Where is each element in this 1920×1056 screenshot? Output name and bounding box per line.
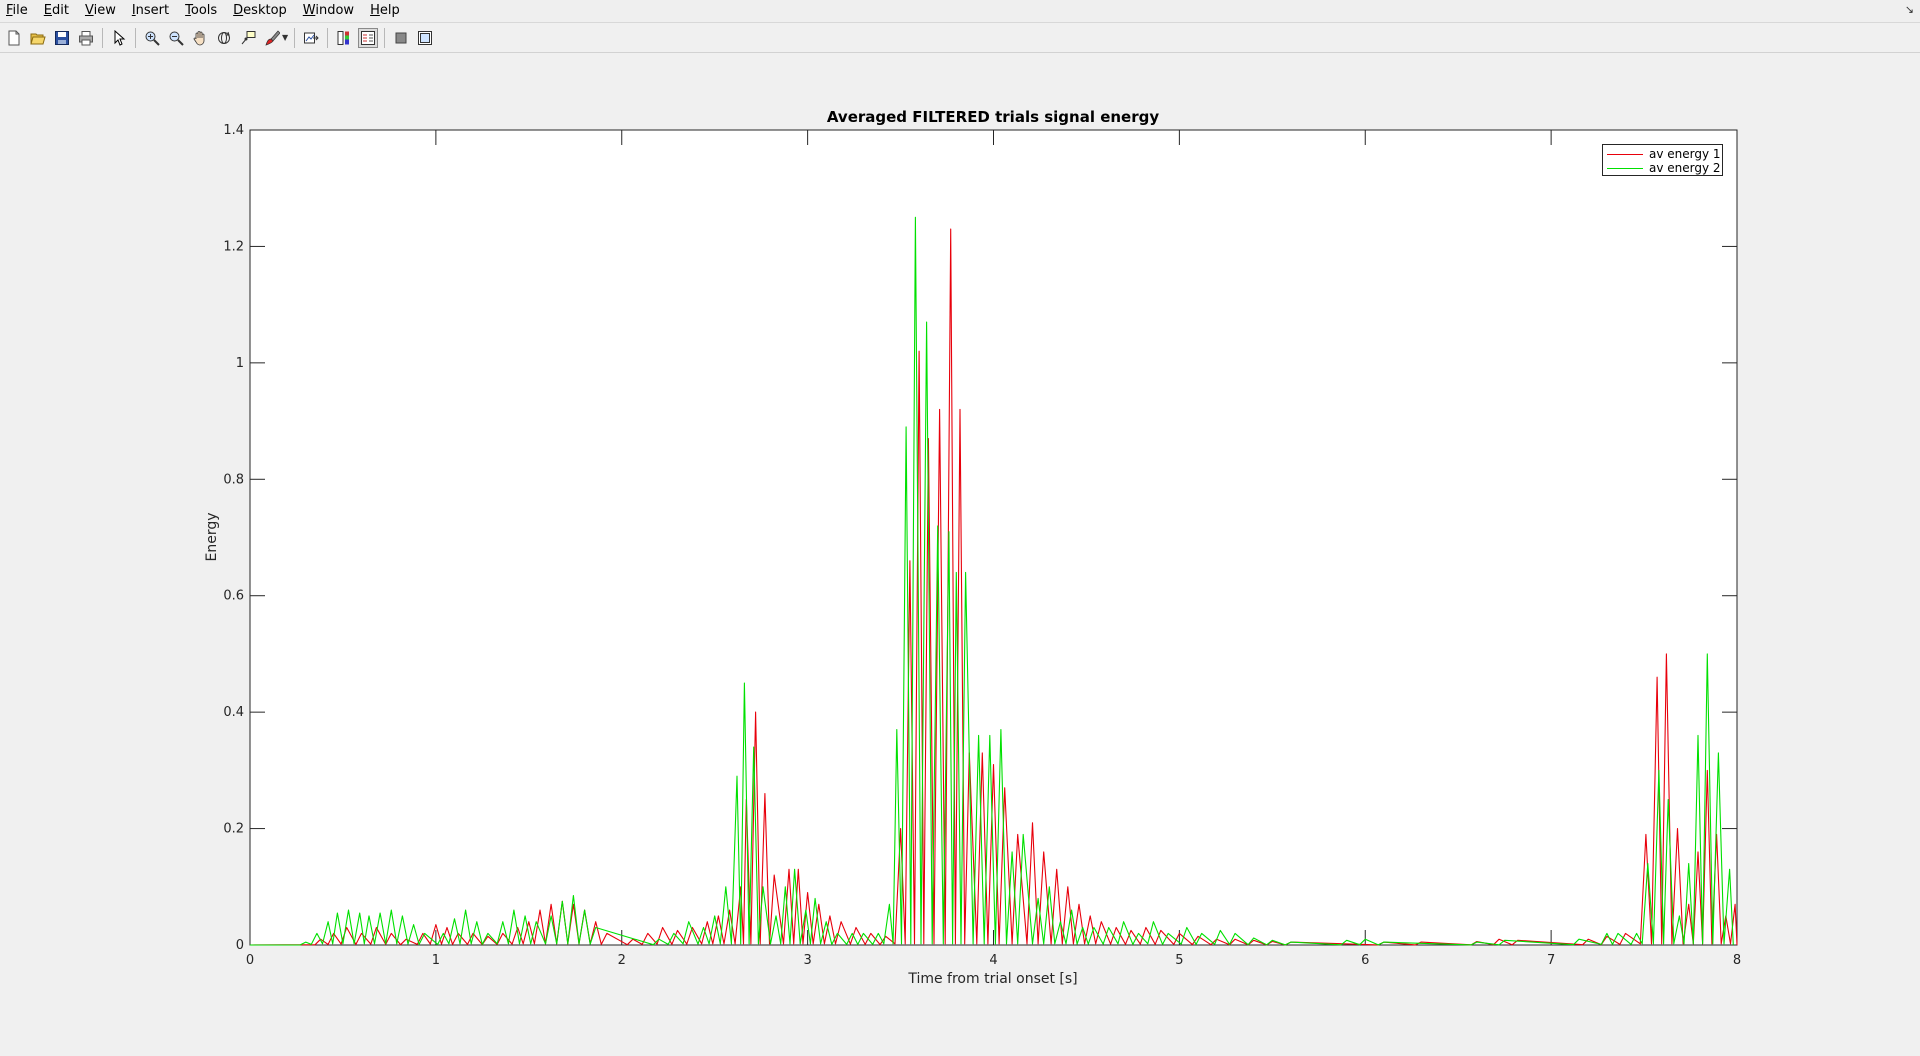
menu-edit-rest: dit [52, 3, 69, 18]
y-tick-label: 0.6 [223, 589, 244, 604]
legend-line-series-1 [1607, 153, 1643, 155]
menu-window-mnemonic: W [302, 3, 316, 18]
menu-file-mnemonic: F [6, 3, 13, 18]
legend-entry-1: av energy 1 [1607, 147, 1721, 161]
series-line-2[interactable] [249, 216, 1734, 946]
menu-file-rest: ile [12, 3, 28, 18]
menu-tools[interactable]: Tools [177, 0, 225, 22]
menu-edit-mnemonic: E [43, 3, 52, 18]
menu-insert-mnemonic: I [131, 3, 136, 18]
figure-toolbar: ▼ [0, 23, 1920, 53]
x-tick-label: 0 [246, 953, 254, 968]
series-lines [249, 216, 1738, 946]
show-plot-tools-icon[interactable] [415, 28, 435, 48]
menu-help[interactable]: Help [362, 0, 408, 22]
insert-legend-icon[interactable] [358, 27, 379, 48]
toolbar-separator [135, 27, 136, 48]
y-axis-label: Energy [204, 512, 220, 561]
menu-desktop-mnemonic: D [233, 3, 244, 18]
save-icon[interactable] [52, 28, 72, 48]
figure-canvas: 0 1 2 3 4 5 6 7 8 0 0.2 0.4 0.6 0.8 1 1.2 1.4 Averaged F… [0, 54, 1920, 1056]
zoom-out-icon[interactable] [166, 28, 186, 48]
menu-help-mnemonic: H [370, 3, 380, 18]
open-file-icon[interactable] [28, 28, 48, 48]
menu-file[interactable]: File [0, 0, 36, 22]
y-tick-label: 0.4 [223, 705, 244, 720]
y-tick-label: 1.2 [223, 239, 244, 254]
menu-tools-mnemonic: T [185, 3, 191, 18]
menu-bar: File Edit View Insert Tools Desktop Wind… [0, 0, 1920, 23]
legend-entry-2: av energy 2 [1607, 161, 1721, 175]
print-icon[interactable] [76, 28, 96, 48]
y-tick-label: 0.2 [223, 822, 244, 837]
x-tick-label: 3 [803, 953, 811, 968]
y-tick-label: 0.8 [223, 472, 244, 487]
menu-window[interactable]: Window [295, 0, 362, 22]
x-tick-label: 5 [1175, 953, 1183, 968]
legend-label-series-2: av energy 2 [1649, 161, 1721, 175]
insert-colorbar-icon[interactable] [334, 28, 354, 48]
data-cursor-icon[interactable] [238, 28, 258, 48]
menu-view-rest: iew [93, 3, 116, 18]
menu-edit[interactable]: Edit [36, 0, 77, 22]
line-chart: 0 1 2 3 4 5 6 7 8 0 0.2 0.4 0.6 0.8 1 1.2 1.4 Averaged F… [204, 108, 1741, 987]
chart-title: Averaged FILTERED trials signal energy [827, 108, 1160, 126]
toolbar-separator [294, 27, 296, 48]
menu-desktop-rest: esktop [243, 3, 287, 18]
x-axis-label: Time from trial onset [s] [907, 971, 1077, 987]
x-tick-label: 6 [1361, 953, 1369, 968]
brush-dropdown-icon[interactable]: ▼ [282, 33, 289, 42]
dock-figure-icon[interactable]: ↘ [1904, 3, 1914, 16]
pan-hand-icon[interactable] [190, 28, 210, 48]
menu-help-rest: elp [379, 3, 400, 18]
rotate-3d-icon[interactable] [214, 28, 234, 48]
x-tick-label: 1 [432, 953, 440, 968]
toolbar-separator [327, 27, 329, 48]
link-plot-icon[interactable] [301, 28, 321, 48]
x-tick-label: 8 [1733, 953, 1741, 968]
legend-label-series-1: av energy 1 [1649, 147, 1721, 161]
axis-ticks [249, 129, 1738, 946]
toolbar-separator [384, 27, 386, 48]
menu-tools-rest: ools [190, 3, 218, 18]
new-figure-icon[interactable] [4, 28, 24, 48]
menu-view[interactable]: View [77, 0, 124, 22]
legend-line-series-2 [1607, 167, 1643, 169]
menu-desktop[interactable]: Desktop [225, 0, 295, 22]
legend[interactable]: av energy 1 av energy 2 [1602, 144, 1723, 176]
edit-plot-arrow-icon[interactable] [109, 28, 129, 48]
y-tick-label: 0 [236, 938, 244, 953]
y-tick-label: 1.4 [223, 123, 244, 138]
menu-insert[interactable]: Insert [124, 0, 177, 22]
brush-icon[interactable] [262, 28, 282, 48]
y-tick-label: 1 [236, 356, 244, 371]
toolbar-separator [102, 27, 103, 48]
menu-insert-rest: nsert [135, 3, 170, 18]
x-tick-label: 7 [1547, 953, 1555, 968]
zoom-in-icon[interactable] [142, 28, 162, 48]
hide-plot-tools-icon[interactable] [391, 28, 411, 48]
axis-tick-labels: 0 1 2 3 4 5 6 7 8 0 0.2 0.4 0.6 0.8 1 1.2 1.4 [223, 123, 1741, 968]
x-tick-label: 4 [989, 953, 997, 968]
menu-view-mnemonic: V [84, 3, 94, 18]
menu-window-rest: indow [315, 3, 355, 18]
axes-background [249, 129, 1738, 946]
x-tick-label: 2 [618, 953, 626, 968]
